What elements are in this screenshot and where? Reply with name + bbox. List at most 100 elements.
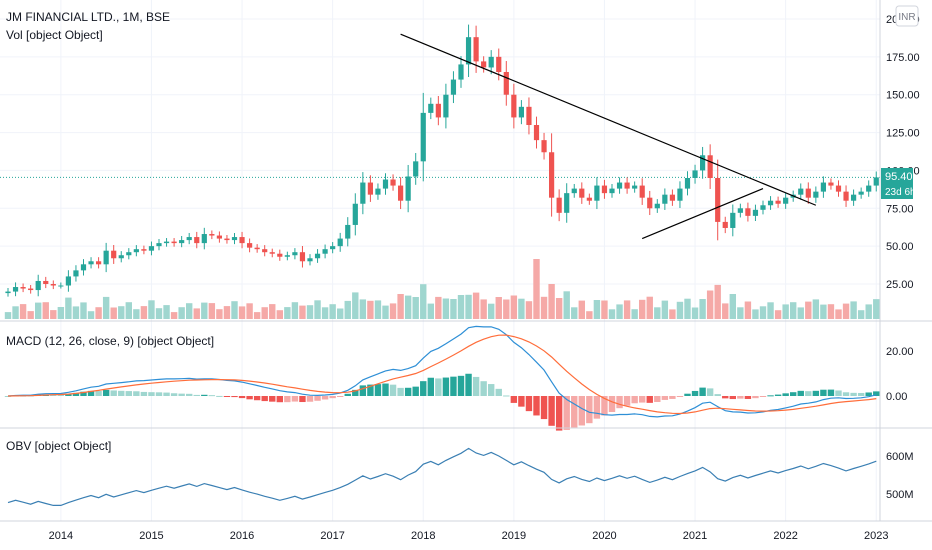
macd-histogram-bar [420, 381, 427, 396]
candle-body [632, 185, 638, 189]
macd-histogram-bar [805, 391, 812, 396]
macd-histogram-bar [759, 396, 767, 397]
candle-body [65, 276, 71, 286]
volume-bar [850, 301, 857, 319]
volume-bar [706, 290, 714, 319]
candle-body [594, 185, 600, 201]
macd-histogram-bar [623, 396, 631, 406]
currency-badge[interactable] [895, 5, 919, 27]
symbol-title[interactable]: JM FINANCIAL LTD., 1M, BSE [6, 10, 170, 24]
volume-bar [102, 296, 110, 319]
volume-bar [201, 302, 208, 319]
macd-histogram-bar [601, 396, 608, 416]
volume-bar [488, 303, 495, 319]
volume-bar [812, 299, 820, 319]
macd-histogram-bar [223, 396, 231, 397]
candle-body [677, 188, 683, 201]
volume-bar [19, 304, 27, 319]
volume-bar [699, 299, 706, 319]
macd-histogram-bar [684, 393, 691, 396]
macd-histogram-bar [201, 394, 208, 396]
macd-histogram-bar [608, 396, 616, 412]
volume-bar [193, 308, 200, 319]
macd-histogram-bar [110, 390, 117, 396]
macd-histogram-bar [691, 390, 699, 396]
candle-body [435, 103, 441, 118]
volume-bar [306, 305, 314, 319]
macd-histogram-bar [616, 396, 623, 409]
candle-body [156, 243, 162, 247]
price-tick-label: 125.00 [886, 128, 920, 140]
candle-body [194, 237, 200, 244]
volume-bar [503, 299, 510, 319]
volume-bar [759, 306, 767, 319]
time-tick-label: 2023 [864, 530, 888, 542]
macd-histogram-bar [359, 385, 367, 396]
macd-histogram-bar [404, 387, 412, 396]
candle-body [805, 188, 811, 198]
volume-bar [238, 306, 246, 319]
candle-body [209, 234, 215, 236]
candle-body [80, 264, 87, 271]
macd-histogram-bar [842, 392, 850, 396]
macd-histogram-bar [231, 396, 238, 398]
macd-histogram-bar [321, 396, 329, 400]
macd-histogram-bar [299, 396, 306, 403]
volume-bar [593, 300, 601, 319]
macd-histogram-bar [178, 393, 185, 396]
candle-body [783, 197, 789, 204]
obv-legend[interactable]: OBV [object Object] [6, 439, 111, 453]
volume-bar [314, 300, 321, 319]
time-tick-label: 2014 [49, 530, 73, 542]
volume-bar [246, 303, 253, 319]
macd-histogram-bar [563, 396, 570, 430]
macd-histogram-bar [774, 394, 782, 396]
volume-bar [442, 298, 450, 319]
candle-body [299, 252, 306, 262]
volume-bar [827, 304, 835, 319]
macd-histogram-bar [246, 396, 253, 400]
price-tick-label: 175.00 [886, 52, 920, 64]
time-tick-label: 2017 [320, 530, 344, 542]
candle-body [700, 155, 706, 171]
macd-series [4, 325, 880, 431]
currency-badge-label: INR [898, 12, 915, 23]
candle-body [262, 249, 268, 253]
candle-body [126, 252, 132, 256]
price-tick-label: 50.00 [886, 241, 914, 253]
candle-body [616, 182, 623, 189]
volume-bar [737, 307, 744, 319]
candle-body [224, 238, 230, 241]
candle-body [201, 234, 207, 244]
volume-bar [359, 299, 367, 319]
candle-body [314, 253, 321, 259]
macd-legend[interactable]: MACD (12, 26, close, 9) [object Object] [6, 334, 214, 348]
volume-legend[interactable]: Vol [object Object] [6, 28, 103, 42]
candle-body [20, 287, 26, 289]
macd-histogram-bar [4, 396, 12, 397]
volume-bar [865, 304, 872, 319]
macd-histogram-bar [216, 395, 223, 397]
volume-bar [608, 309, 616, 319]
volume-bar [835, 309, 842, 319]
volume-bar [95, 307, 102, 319]
candle-body [473, 37, 479, 62]
trendline [641, 188, 764, 240]
candle-body [103, 250, 109, 265]
candle-body [254, 247, 260, 250]
volume-bar [654, 307, 661, 319]
macd-histogram-bar [57, 394, 65, 396]
macd-histogram-bar [797, 390, 804, 396]
candle-body [609, 188, 615, 194]
macd-histogram-bar [72, 392, 80, 396]
macd-histogram-bar [382, 383, 389, 396]
time-tick-label: 2015 [139, 530, 163, 542]
last-price-label: 95.40 [885, 171, 913, 183]
macd-histogram-bar [676, 396, 684, 397]
macd-histogram-bar [367, 384, 374, 396]
macd-histogram-bar [193, 394, 200, 396]
volume-bar [669, 309, 676, 319]
candle-body [171, 241, 177, 244]
trendlines[interactable] [400, 33, 817, 240]
